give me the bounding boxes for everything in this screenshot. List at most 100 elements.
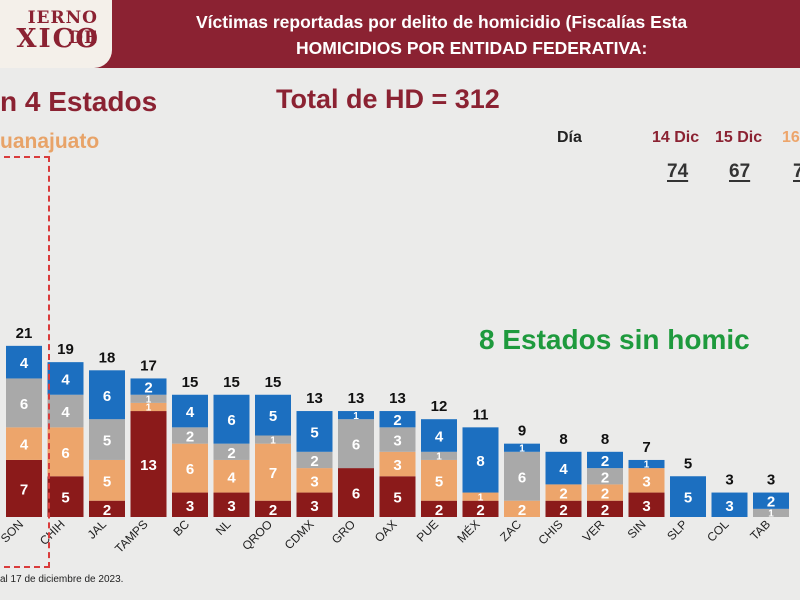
bar-segment-cdmx-0 [296,492,333,517]
bar-segment-jal-2 [89,419,125,460]
bar-segment-son-3 [6,345,42,379]
category-label-tab: TAB [747,517,773,543]
bar-segment-bc-0 [172,492,208,517]
category-label-sin: SIN [625,517,649,541]
logo-line1: IERNO DE [27,8,98,48]
bar-segment-qroo-1 [255,443,291,501]
bar-segment-tamps-0 [130,411,167,517]
bar-segment-col-3 [711,492,748,517]
bar-segment-gro-0 [338,468,374,517]
states-without-homicide-note: 8 Estados sin homic [479,324,750,355]
segment-label-cdmx-3: 5 [310,424,318,441]
segment-label-bc-0: 3 [186,498,194,515]
day-header-15: 15 Dic [715,129,763,146]
segment-label-cdmx-1: 3 [310,473,318,490]
bar-segment-méx-3 [462,427,499,493]
segment-label-oax-0: 5 [393,490,401,507]
header-bar: IERNO DE XICO Víctimas reportadas por de… [0,0,800,68]
segment-label-son-2: 6 [20,396,28,413]
bar-segment-tamps-1 [130,402,167,412]
segment-label-qroo-3: 5 [269,408,277,425]
category-label-cdmx: CDMX [282,517,317,552]
states-heading: n 4 Estados [0,86,158,117]
footnote: al 17 de diciembre de 2023. [0,574,124,585]
segment-label-cdmx-2: 2 [310,453,318,470]
segment-label-tamps-2: 1 [146,395,152,406]
header-title-line2: HOMICIDIOS POR ENTIDAD FEDERATIVA: [296,38,648,58]
segment-label-pue-0: 2 [435,502,443,519]
segment-label-sin-3: 1 [644,460,650,471]
segment-label-jal-0: 2 [103,502,111,519]
total-label-oax: 13 [389,390,406,407]
category-label-bc: BC [170,517,192,539]
segment-label-jal-1: 5 [103,473,111,490]
category-label-tamps: TAMPS [112,517,151,556]
total-label-col: 3 [725,472,733,489]
total-label-ver: 8 [601,431,609,448]
segment-label-tamps-0: 13 [140,457,157,474]
category-label-pue: PUE [414,517,441,544]
day-value-15: 67 [729,161,751,182]
bar-segment-cdmx-2 [296,451,333,469]
total-label: Total de HD = 312 [276,84,500,114]
segment-label-sin-0: 3 [642,498,650,515]
segment-label-jal-2: 5 [103,433,111,450]
segment-label-zac-3: 1 [519,443,525,454]
segment-label-pue-3: 4 [435,429,444,446]
segment-label-tamps-3: 2 [144,380,152,397]
total-label-sin: 7 [642,439,650,456]
segment-label-tamps-1: 1 [146,403,152,414]
bar-segment-qroo-2 [255,435,291,444]
segment-label-pue-1: 5 [435,473,443,490]
segment-label-qroo-2: 1 [270,435,276,446]
bar-segment-tamps-2 [130,394,167,403]
segment-label-slp-3: 5 [684,490,692,507]
bar-segment-sin-0 [628,492,665,517]
bar-segment-chih-0 [47,476,84,517]
bar-segment-méx-0 [462,500,499,517]
bar-segment-bc-1 [172,443,208,493]
segment-label-ver-2: 2 [601,469,609,486]
bar-segment-gro-3 [338,411,374,420]
bar-segment-nl-0 [213,492,250,517]
segment-label-col-3: 3 [725,498,733,515]
total-label-cdmx: 13 [306,390,323,407]
total-label-qroo: 15 [265,374,282,391]
total-label-chih: 19 [57,341,74,358]
total-label-pue: 12 [431,398,448,415]
total-label-son: 21 [16,325,33,342]
segment-label-chis-3: 4 [559,461,568,478]
segment-label-sin-1: 3 [642,473,650,490]
bar-segment-oax-0 [379,476,416,517]
category-label-ver: VER [580,517,608,545]
segment-label-qroo-1: 7 [269,465,277,482]
bar-segment-bc-2 [172,427,208,444]
category-label-slp: SLP [664,517,690,543]
category-label-qroo: QROO [239,517,275,553]
segment-label-jal-3: 6 [103,388,111,405]
segment-label-chih-0: 5 [61,490,69,507]
segment-label-bc-2: 2 [186,429,194,446]
total-label-gro: 13 [348,390,365,407]
bar-segment-bc-3 [172,394,208,428]
bar-segment-tab-2 [753,508,789,517]
segment-label-son-1: 4 [20,437,29,454]
total-label-méx: 11 [473,406,489,423]
bar-segment-sin-1 [628,468,665,493]
segment-label-méx-3: 8 [476,453,484,470]
bar-segment-nl-3 [213,394,250,444]
bar-segment-ver-0 [587,500,623,517]
day-value-14: 74 [667,161,689,182]
bar-segment-jal-0 [89,500,125,517]
bar-segment-méx-1 [462,492,499,501]
segment-label-zac-1: 2 [518,502,526,519]
segment-label-nl-2: 2 [227,445,235,462]
bar-segment-chih-3 [47,362,84,395]
bar-segment-pue-2 [421,451,457,460]
segment-label-tab-2: 1 [768,509,774,520]
segment-label-son-3: 4 [20,355,29,372]
category-label-nl: NL [213,517,234,538]
bar-segment-son-1 [6,427,42,460]
category-label-chis: CHIS [535,517,565,547]
